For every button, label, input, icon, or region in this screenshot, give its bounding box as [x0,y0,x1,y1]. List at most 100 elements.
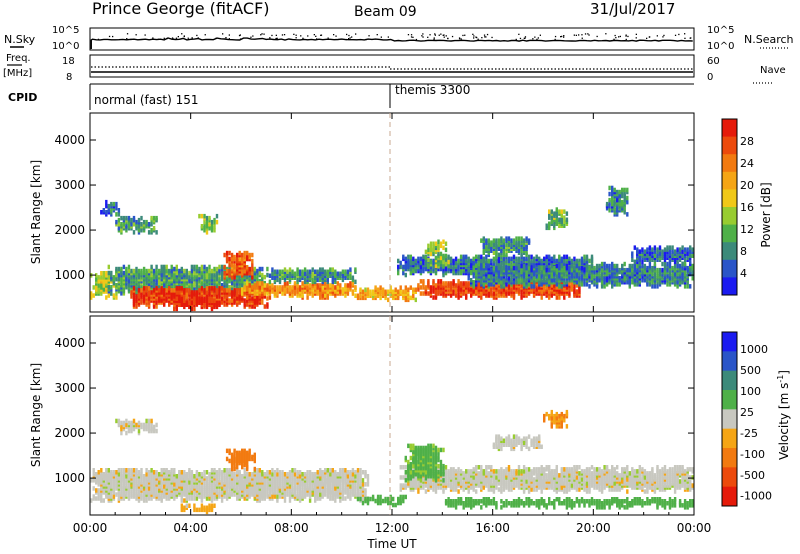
nsky-dot [434,33,436,35]
heatmap-cell [344,283,347,288]
heatmap-cell [570,274,574,279]
heatmap-cell [349,267,352,272]
heatmap-cell [356,293,360,298]
nsky-dot [283,34,286,36]
heatmap-cell [613,199,616,205]
heatmap-cell [472,284,475,289]
heatmap-cell [243,254,246,260]
heatmap-cell [97,492,100,497]
heatmap-cell [676,259,679,265]
heatmap-cell [643,263,647,269]
heatmap-cell [283,267,287,272]
heatmap-cell [379,285,382,290]
heatmap-cell [558,261,561,267]
heatmap-cell [510,274,513,279]
heatmap-cell [210,286,214,291]
heatmap-cell [152,470,156,475]
heatmap-cell [543,269,546,275]
heatmap-cell [165,468,168,473]
heatmap-cell [150,222,153,227]
nsky-dot [619,35,621,38]
nsky-label: N.Sky [4,33,36,46]
nsky-dot [618,36,620,38]
heatmap-cell [407,258,410,264]
heatmap-cell [291,269,294,274]
heatmap-cell [608,208,611,213]
nsky-dot [181,33,183,35]
heatmap-cell [251,267,254,272]
heatmap-cell [417,256,420,262]
nsky-dot [472,33,474,35]
heatmap-cell [145,268,148,274]
heatmap-cell [132,468,136,473]
heatmap-cell [427,247,430,253]
heatmap-cell [600,274,604,279]
heatmap-cell [110,270,113,276]
heatmap-cell [563,215,566,220]
heatmap-cell [560,284,563,289]
heatmap-cell [575,263,579,269]
heatmap-cell [198,472,201,477]
nsky-dot [588,34,590,36]
nsky-dot [276,37,278,39]
nsky-dot [335,35,337,37]
heatmap-cell [107,264,110,270]
heatmap-cell [432,279,435,284]
heatmap-cell [256,274,259,280]
heatmap-cell [477,281,480,286]
nave-label: Nave [760,65,786,76]
heatmap-cell [107,468,110,473]
heatmap-cell [311,279,314,285]
heatmap-cell [137,478,141,483]
heatmap-cell [102,275,105,280]
heatmap-cell [417,283,420,288]
heatmap-cell [173,468,176,473]
heatmap-cell [205,286,209,291]
heatmap-cell [676,247,679,252]
heatmap-cell [447,263,450,269]
heatmap-cell [308,269,312,274]
nsky-dot [135,34,137,36]
heatmap-cell [276,269,279,274]
heatmap-cell [105,210,108,215]
heatmap-cell [457,279,460,284]
heatmap-cell [117,468,121,473]
heatmap-cell [538,265,541,271]
heatmap-cell [336,285,339,290]
heatmap-cell [266,283,269,288]
heatmap-cell [568,281,571,286]
heatmap-cell [198,294,201,299]
heatmap-cell [203,474,206,479]
heatmap-cell [583,267,586,273]
heatmap-cell [404,297,407,303]
power-colorbar-swatch [722,154,737,173]
heatmap-cell [444,256,448,262]
nave-tick-bottom: 0 [707,72,713,83]
heatmap-cell [500,287,503,292]
heatmap-cell [381,287,385,292]
heatmap-cell [193,306,196,312]
heatmap-cell [110,201,113,207]
heatmap-cell [585,282,589,287]
heatmap-cell [125,468,128,473]
heatmap-cell [220,470,224,475]
heatmap-cell [555,258,558,264]
heatmap-cell [127,215,131,221]
heatmap-cell [583,282,586,287]
heatmap-cell [203,219,206,225]
heatmap-cell [568,265,571,271]
heatmap-cell [485,265,488,271]
heatmap-cell [203,298,206,303]
heatmap-cell [548,221,551,226]
heatmap-cell [288,271,292,276]
nsky-dot [368,35,370,37]
heatmap-cell [241,256,244,262]
nsky-dot [333,34,335,36]
heatmap-cell [515,236,518,241]
heatmap-cell [147,290,151,295]
heatmap-cell [387,297,390,303]
power-colorbar-tick: 8 [740,245,747,258]
heatmap-cell [228,288,231,293]
heatmap-cell [472,280,475,285]
heatmap-cell [205,302,209,307]
